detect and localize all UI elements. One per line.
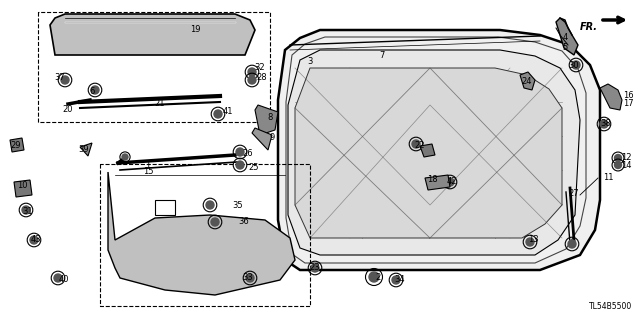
Text: 43: 43 [31, 235, 42, 244]
Circle shape [614, 161, 621, 168]
Circle shape [206, 201, 214, 209]
Text: 13: 13 [528, 235, 538, 244]
Text: FR.: FR. [580, 22, 598, 32]
Text: 16: 16 [623, 92, 634, 100]
Circle shape [614, 154, 621, 161]
Text: 6: 6 [90, 87, 95, 97]
Text: 33: 33 [243, 273, 253, 283]
Circle shape [236, 161, 244, 169]
Polygon shape [420, 144, 435, 157]
Circle shape [446, 178, 454, 186]
Polygon shape [288, 50, 580, 255]
Text: 27: 27 [569, 189, 579, 197]
Text: 31: 31 [22, 207, 33, 217]
Text: 35: 35 [233, 201, 243, 210]
Text: 26: 26 [243, 149, 253, 158]
Text: 22: 22 [415, 140, 425, 150]
Circle shape [236, 148, 244, 156]
Text: 29: 29 [11, 142, 21, 151]
Polygon shape [600, 84, 622, 110]
Polygon shape [50, 14, 255, 55]
Text: 24: 24 [522, 78, 532, 86]
Text: 7: 7 [380, 50, 385, 60]
Circle shape [211, 218, 219, 226]
Text: 11: 11 [603, 174, 613, 182]
Circle shape [526, 238, 534, 246]
Text: 14: 14 [621, 160, 631, 169]
Text: TL54B5500: TL54B5500 [589, 302, 632, 311]
Circle shape [369, 272, 379, 282]
Text: 8: 8 [268, 114, 273, 122]
Circle shape [311, 264, 319, 272]
Circle shape [246, 274, 254, 282]
Text: 21: 21 [155, 100, 165, 108]
Text: 39: 39 [79, 145, 90, 154]
Text: 42: 42 [447, 177, 457, 187]
Circle shape [600, 120, 608, 128]
Text: 5: 5 [563, 43, 568, 53]
Text: 15: 15 [143, 167, 153, 176]
Circle shape [54, 274, 62, 282]
Circle shape [248, 68, 256, 76]
Polygon shape [80, 143, 92, 156]
Polygon shape [155, 200, 175, 215]
Polygon shape [10, 138, 24, 152]
Text: 28: 28 [257, 72, 268, 81]
Text: 32: 32 [255, 63, 266, 72]
Polygon shape [255, 105, 278, 135]
Text: 4: 4 [563, 33, 568, 42]
Circle shape [91, 86, 99, 94]
Text: 9: 9 [269, 133, 275, 143]
Polygon shape [425, 175, 450, 190]
Text: 19: 19 [189, 26, 200, 34]
Text: 17: 17 [623, 99, 634, 108]
Text: 38: 38 [600, 120, 611, 129]
Text: 2: 2 [376, 273, 381, 283]
Circle shape [392, 276, 400, 284]
Polygon shape [14, 180, 32, 197]
Polygon shape [520, 72, 535, 90]
Polygon shape [556, 18, 578, 55]
Circle shape [61, 76, 69, 84]
Polygon shape [252, 128, 272, 150]
Text: 40: 40 [59, 276, 69, 285]
Circle shape [122, 154, 128, 160]
Polygon shape [108, 172, 295, 295]
Circle shape [30, 236, 38, 244]
Polygon shape [278, 30, 600, 270]
Text: 23: 23 [310, 263, 320, 272]
Text: 41: 41 [223, 108, 233, 116]
Text: 12: 12 [621, 153, 631, 162]
Circle shape [22, 206, 30, 214]
Text: 36: 36 [239, 218, 250, 226]
Text: 34: 34 [395, 276, 405, 285]
Text: 25: 25 [249, 164, 259, 173]
Circle shape [248, 76, 256, 84]
Circle shape [412, 140, 420, 148]
Text: 30: 30 [569, 61, 579, 70]
Text: 3: 3 [307, 57, 313, 66]
Text: 10: 10 [17, 181, 28, 189]
Circle shape [214, 110, 222, 118]
Polygon shape [295, 68, 562, 238]
Text: 18: 18 [427, 175, 437, 184]
Text: 1: 1 [145, 161, 150, 170]
Text: 37: 37 [54, 73, 65, 83]
Circle shape [572, 61, 580, 69]
Text: 20: 20 [63, 106, 73, 115]
Circle shape [568, 240, 576, 248]
